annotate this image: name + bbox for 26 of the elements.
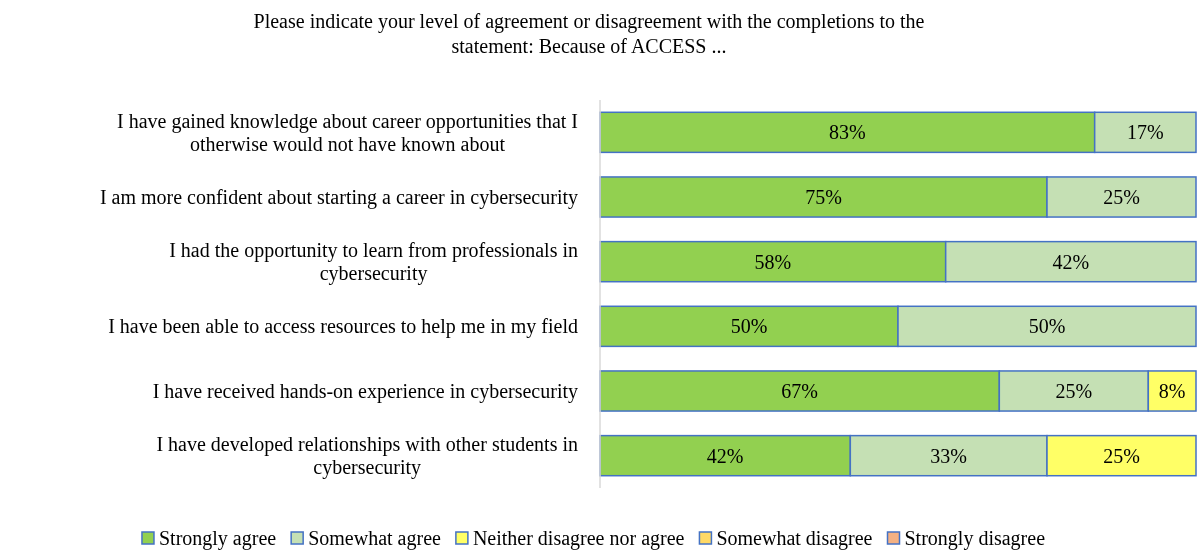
data-label: 25%	[1055, 380, 1093, 402]
data-label: 25%	[1103, 444, 1140, 467]
legend-label: Strongly agree	[158, 527, 277, 550]
legend-label: Strongly disagree	[904, 527, 1046, 550]
data-label: 50%	[1028, 315, 1066, 338]
data-label: 50%	[730, 315, 768, 338]
data-label: 83%	[829, 121, 866, 144]
y-tick-label: I have gained knowledge about career opportunities that I otherwise would not have known about	[117, 109, 578, 155]
data-label: 8%	[1158, 380, 1186, 402]
data-label: 75%	[805, 186, 842, 208]
legend-label: Somewhat disagree	[716, 527, 873, 550]
y-tick-label: I have received hands-on experience in cybersecurity	[152, 380, 578, 403]
y-tick-label: I am more confident about starting a career in cybersecurity	[99, 186, 578, 209]
y-tick-label: I have been able to access resources to help me in my field	[108, 315, 579, 339]
data-label: 17%	[1127, 121, 1164, 144]
y-tick-label: I have developed relationships with other students in cybersecurity	[156, 433, 578, 480]
legend-label: Neither disagree nor agree	[472, 527, 685, 550]
chart-title: Please indicate your level of agreement or disagreement with the completions to the statement: Because of ACCESS ...	[253, 10, 925, 57]
data-label: 42%	[706, 444, 744, 467]
legend-label: Somewhat agree	[308, 527, 442, 550]
data-label: 33%	[930, 444, 967, 467]
data-label: 25%	[1103, 186, 1140, 208]
data-label: 42%	[1052, 250, 1090, 273]
data-label: 58%	[754, 250, 792, 273]
data-label: 67%	[781, 380, 818, 402]
y-tick-label: I had the opportunity to learn from professionals in cybersecurity	[169, 239, 579, 286]
